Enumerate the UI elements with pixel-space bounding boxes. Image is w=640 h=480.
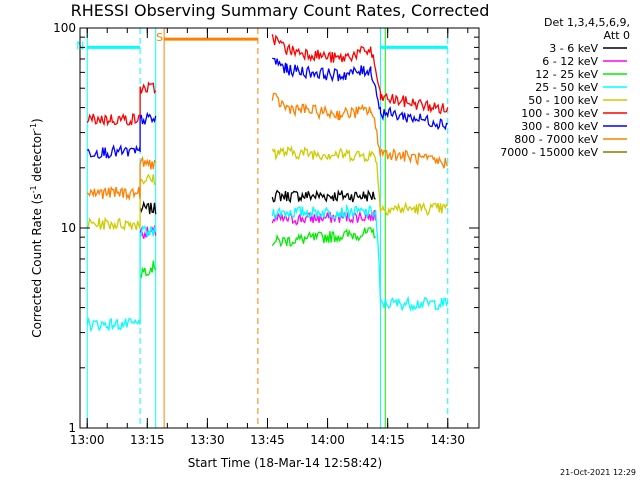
axis-layer: 13:00 13:15 13:30 13:45 14:00 14:15 14:30 1 10 10… <box>53 21 480 447</box>
legend-entry-label: 3 - 6 keV <box>549 42 598 55</box>
chart-title: RHESSI Observing Summary Count Rates, Co… <box>71 1 490 20</box>
series-line <box>86 81 157 127</box>
series-line <box>271 227 376 248</box>
series-line <box>86 224 157 333</box>
legend-entry-label: 50 - 100 keV <box>528 94 598 107</box>
y-tick-label: 100 <box>53 21 76 35</box>
series-line <box>271 145 449 217</box>
x-axis-label: Start Time (18-Mar-14 12:58:42) <box>188 456 382 470</box>
legend-entry-label: 6 - 12 keV <box>542 55 598 68</box>
series-line <box>271 189 376 204</box>
legend-entry-label: 25 - 50 keV <box>535 81 598 94</box>
x-tick-label: 14:15 <box>370 433 405 447</box>
series-line <box>86 155 157 202</box>
legend-header-line-2: Att 0 <box>604 29 630 42</box>
legend-entry-label: 7000 - 15000 keV <box>500 146 598 159</box>
series-line <box>86 111 157 160</box>
series-layer <box>86 34 449 333</box>
y-tick-label: 10 <box>61 221 76 235</box>
legend-header-line-1: Det 1,3,4,5,6,9, <box>544 16 630 29</box>
legend-entry-label: 300 - 800 keV <box>521 120 598 133</box>
y-axis-label: Corrected Count Rate (s-1 detector-1) <box>29 118 44 337</box>
x-tick-label: 14:00 <box>310 433 345 447</box>
series-line <box>272 57 449 131</box>
flag-label: S <box>156 31 163 44</box>
legend-entry-label: 100 - 300 keV <box>521 107 598 120</box>
x-tick-label: 13:30 <box>190 433 225 447</box>
y-tick-label: 1 <box>68 421 76 435</box>
series-line <box>139 200 157 215</box>
series-line <box>139 260 157 279</box>
series-line <box>86 173 156 232</box>
series-line <box>271 92 449 169</box>
series-line <box>271 203 449 312</box>
x-tick-label: 14:30 <box>430 433 465 447</box>
x-tick-label: 13:15 <box>130 433 165 447</box>
x-tick-label: 13:45 <box>250 433 285 447</box>
timestamp: 21-Oct-2021 12:29 <box>560 468 636 477</box>
legend-entry-label: 12 - 25 keV <box>535 68 598 81</box>
x-tick-label: 13:00 <box>70 433 105 447</box>
legend-entry-label: 800 - 7000 keV <box>514 133 598 146</box>
series-line <box>271 34 449 115</box>
